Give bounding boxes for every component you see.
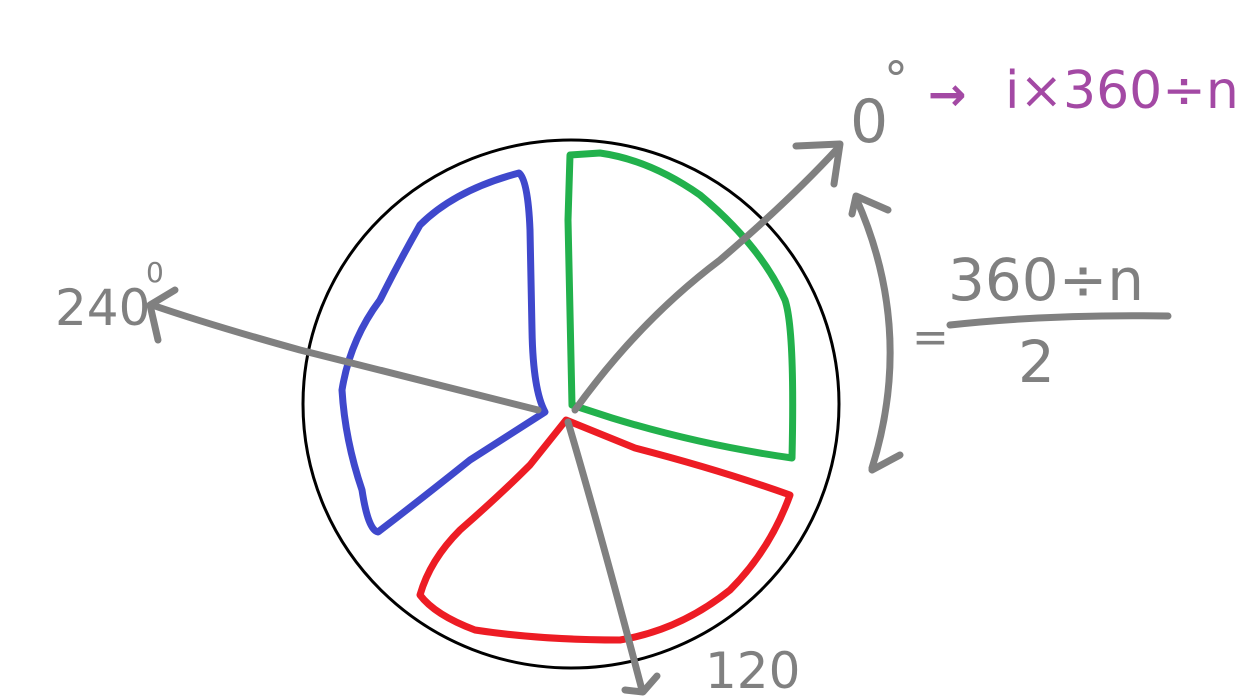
arrowhead-120 — [621, 672, 661, 696]
arrow-to-240 — [148, 301, 542, 414]
fraction-bar — [946, 312, 1172, 329]
formula-arrow: → — [928, 67, 967, 121]
label-zero: 0 — [850, 87, 888, 157]
arrowhead-zero — [792, 140, 844, 188]
arc-arrowhead-top — [848, 192, 892, 218]
outer-circle — [301, 138, 841, 670]
arrowhead-240 — [146, 286, 179, 344]
blue-wedge — [338, 169, 549, 536]
double-headed-arc-arrow — [852, 194, 894, 472]
green-wedge — [564, 149, 797, 462]
half-angle-numerator: 360÷n — [948, 246, 1144, 314]
arc-arrowhead-bottom — [868, 451, 904, 474]
arrow-to-zero — [571, 144, 842, 414]
label-240: 240 — [55, 279, 150, 337]
formula-text: i×360÷n — [1005, 61, 1239, 121]
half-angle-denominator: 2 — [1018, 328, 1055, 396]
arrow-to-120 — [564, 418, 646, 694]
label-zero-degree: ° — [884, 52, 908, 108]
half-angle-equals: = — [912, 312, 949, 363]
label-120: 120 — [705, 642, 800, 700]
label-240-degree: 0 — [146, 256, 164, 289]
red-wedge — [416, 416, 794, 644]
